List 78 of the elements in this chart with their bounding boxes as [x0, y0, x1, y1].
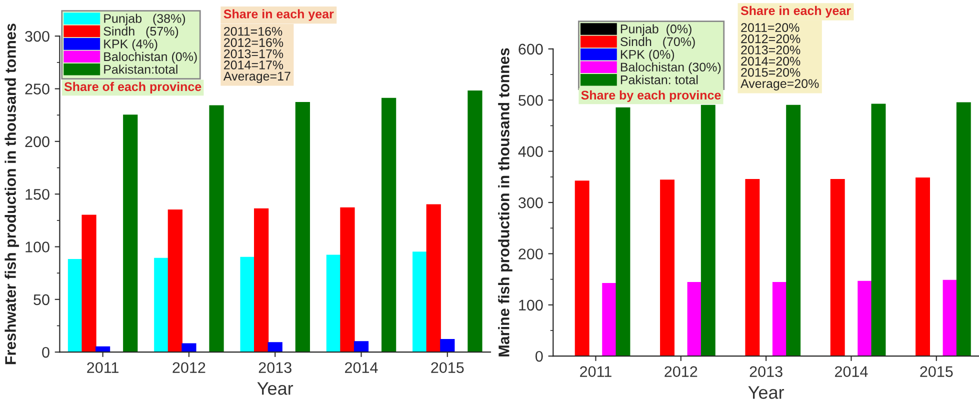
x-axis-title: Year: [257, 382, 294, 395]
annotation: 2011=20% 2012=20% 2013=20% 2014=20% 2015=20% Average=20%: [740, 23, 819, 90]
bar: [830, 179, 845, 356]
bar: [916, 178, 930, 356]
x-tick-label: 2011: [87, 362, 118, 374]
x-tick-label: 2014: [345, 362, 378, 374]
annotation: Share by each province: [581, 90, 721, 102]
bar: [254, 208, 269, 352]
bar: [745, 179, 760, 356]
bar: [295, 102, 310, 352]
x-axis-title: Year: [748, 386, 784, 399]
bar: [154, 258, 169, 352]
legend-label: Balochistan (30%): [620, 62, 721, 74]
bar: [354, 341, 369, 352]
bar: [687, 282, 702, 356]
y-tick-label: 50: [34, 294, 50, 306]
bar: [426, 204, 441, 352]
bar: [602, 282, 617, 356]
y-tick-label: 400: [518, 146, 543, 157]
bar: [616, 107, 630, 356]
bar: [168, 209, 182, 352]
bar: [82, 214, 96, 352]
bar: [440, 339, 455, 352]
x-tick-label: 2013: [750, 366, 782, 378]
y-tick-label: 0: [536, 350, 543, 362]
y-tick-label: 300: [25, 30, 50, 42]
bar: [871, 104, 886, 356]
y-tick-label: 250: [25, 84, 50, 94]
x-tick-label: 2014: [835, 366, 868, 378]
y-tick-label: 100: [26, 242, 50, 252]
legend-label: Pakistan: total: [620, 75, 698, 84]
legend-label: Sindh (70%): [620, 36, 695, 49]
legend-label: KPK (0%): [620, 50, 674, 62]
y-tick-label: 300: [518, 197, 543, 208]
y-tick-label: 0: [42, 346, 50, 358]
y-axis-title: Marine fish production in thousand tonnes: [498, 48, 512, 356]
legend-label: Punjab (38%): [104, 14, 186, 26]
y-tick-label: 100: [519, 300, 543, 311]
bar: [772, 282, 787, 356]
bar: [340, 207, 355, 352]
bar: [68, 258, 83, 352]
text: Share in each year: [224, 9, 334, 21]
bar: [326, 254, 341, 352]
annotation: Share of each province: [64, 82, 202, 94]
bar: [240, 256, 255, 352]
bar: [123, 114, 138, 352]
x-tick-label: 2012: [172, 362, 206, 374]
bar: [942, 280, 958, 356]
text: Share in each year: [740, 6, 851, 18]
bar: [209, 105, 224, 352]
y-tick-label: 200: [518, 248, 543, 260]
x-tick-label: 2012: [664, 366, 698, 378]
bar: [660, 180, 674, 356]
bar: [468, 90, 482, 352]
legend-label: Punjab (0%): [620, 24, 692, 36]
x-tick-label: 2013: [258, 362, 292, 374]
bar: [956, 102, 971, 356]
legend-label: Balochistan (0%): [104, 52, 197, 64]
bar: [786, 104, 801, 356]
bar: [382, 98, 396, 352]
bar: [858, 280, 872, 356]
y-tick-label: 150: [26, 188, 50, 200]
legend-label: Pakistan:total: [104, 64, 178, 74]
x-tick-label: 2011: [580, 366, 612, 378]
y-axis-title: Freshwater fish production in thousand tonnes: [4, 24, 19, 364]
bar: [182, 343, 196, 352]
legend-label: Sindh (57%): [104, 26, 178, 38]
bar: [412, 252, 428, 352]
bar: [700, 104, 716, 356]
bar: [268, 342, 282, 352]
y-tick-label: 600: [518, 44, 543, 55]
x-tick-label: 2015: [431, 362, 464, 374]
x-tick-label: 2015: [920, 366, 953, 378]
y-tick-label: 500: [518, 94, 543, 106]
y-tick-label: 200: [25, 136, 50, 148]
bar: [574, 180, 590, 356]
annotation: 2011=16% 2012=16% 2013=17% 2014=17% Average=17: [223, 26, 290, 84]
legend-label: KPK (4%): [104, 39, 158, 51]
